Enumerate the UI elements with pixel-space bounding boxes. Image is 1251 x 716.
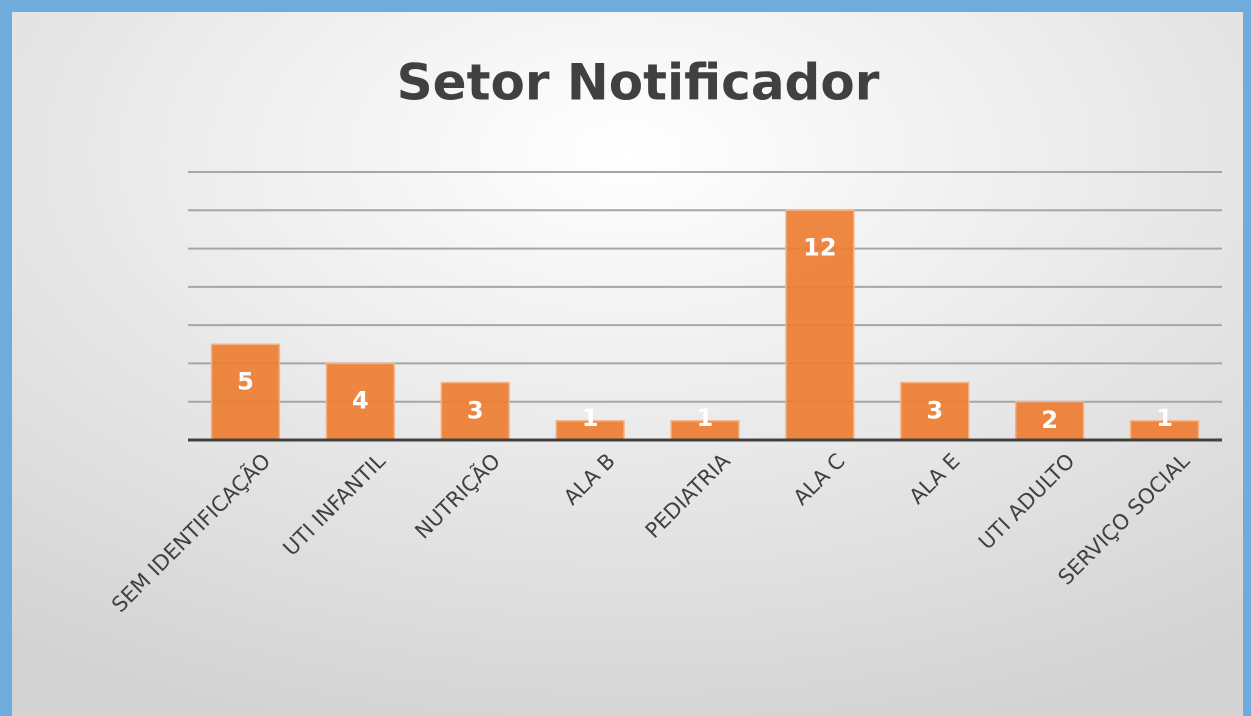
bar <box>1015 400 1085 441</box>
data-label: 1 <box>697 404 714 432</box>
chart-title: Setor Notificador <box>397 54 880 112</box>
data-label: 4 <box>352 386 369 414</box>
data-label: 3 <box>467 396 484 424</box>
bar <box>440 381 510 441</box>
data-label: 12 <box>803 233 836 261</box>
bar <box>325 362 395 441</box>
bar <box>210 343 281 441</box>
data-label: 1 <box>1156 404 1173 432</box>
data-label: 2 <box>1041 406 1058 434</box>
data-label: 5 <box>237 367 254 395</box>
bar <box>900 381 970 441</box>
bar <box>785 209 855 441</box>
data-label: 1 <box>582 404 599 432</box>
data-label: 3 <box>926 396 943 424</box>
